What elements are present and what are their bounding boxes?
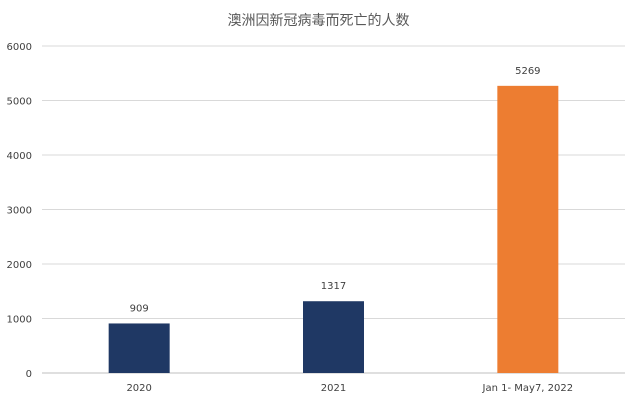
y-tick-label: 4000 — [7, 151, 32, 162]
data-label: 5269 — [515, 66, 540, 77]
x-tick-label: Jan 1- May7, 2022 — [482, 383, 574, 394]
y-axis-ticks: 0 1000 2000 3000 4000 5000 6000 — [7, 42, 32, 380]
bars — [108, 85, 559, 373]
y-tick-label: 2000 — [7, 260, 32, 271]
data-label: 909 — [130, 303, 149, 314]
chart-title: 澳洲因新冠病毒而死亡的人数 — [227, 13, 410, 29]
y-tick-label: 3000 — [7, 206, 32, 217]
x-tick-label: 2021 — [321, 383, 346, 394]
y-tick-label: 5000 — [7, 97, 32, 108]
y-tick-label: 6000 — [7, 42, 32, 53]
x-tick-label: 2020 — [126, 383, 151, 394]
data-label: 1317 — [321, 281, 346, 292]
y-tick-label: 0 — [26, 369, 32, 380]
x-axis-ticks: 2020 2021 Jan 1- May7, 2022 — [126, 383, 573, 394]
bar — [108, 323, 170, 373]
bar — [303, 301, 364, 373]
y-tick-label: 1000 — [7, 315, 32, 326]
bar — [497, 85, 559, 373]
data-labels: 909 1317 5269 — [130, 66, 541, 315]
